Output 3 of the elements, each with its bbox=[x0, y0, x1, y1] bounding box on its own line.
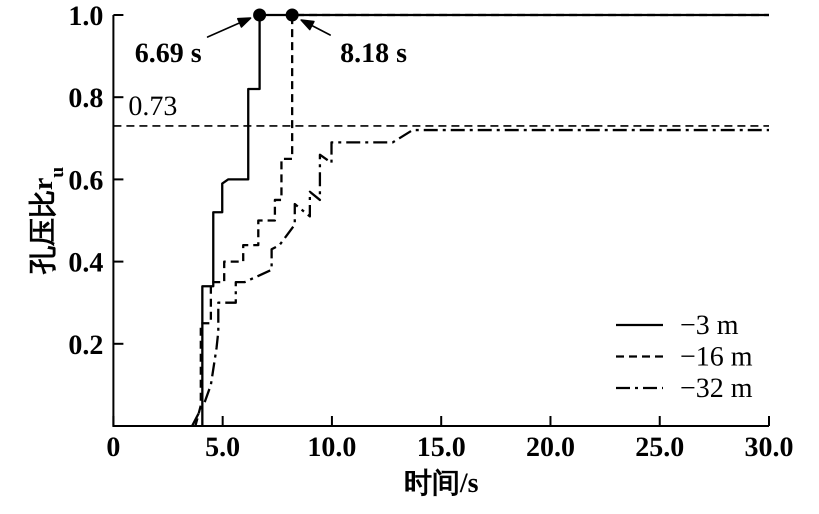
xlabel: 时间/s bbox=[404, 468, 479, 499]
annotation: 8.18 s bbox=[340, 38, 408, 69]
annotation: 6.69 s bbox=[134, 38, 202, 69]
